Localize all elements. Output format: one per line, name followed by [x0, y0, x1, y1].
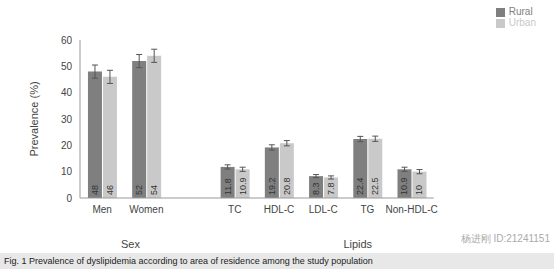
svg-text:Women: Women [129, 204, 163, 215]
svg-text:20.8: 20.8 [282, 177, 292, 195]
svg-text:52: 52 [134, 185, 144, 195]
html-text:杨进刚 ID:21241151: 杨进刚 ID:21241151 [460, 233, 550, 244]
svg-text:50: 50 [61, 61, 73, 72]
svg-text:46: 46 [105, 185, 115, 195]
svg-text:54: 54 [149, 185, 159, 195]
svg-text:Prevalence (%): Prevalence (%) [28, 81, 40, 156]
svg-text:11.8: 11.8 [223, 178, 233, 195]
svg-text:40: 40 [61, 87, 73, 98]
svg-text:TG: TG [360, 204, 374, 215]
svg-text:22.4: 22.4 [355, 177, 365, 195]
svg-text:8.3: 8.3 [311, 182, 321, 195]
svg-text:10: 10 [61, 166, 73, 177]
svg-text:7.8: 7.8 [326, 182, 336, 195]
svg-text:10.9: 10.9 [399, 177, 409, 195]
html-text:Urban: Urban [508, 17, 536, 28]
svg-text:10.9: 10.9 [238, 177, 248, 195]
svg-text:TC: TC [228, 204, 241, 215]
svg-text:20: 20 [61, 140, 73, 151]
svg-text:10: 10 [414, 185, 424, 195]
svg-text:48: 48 [90, 185, 100, 195]
svg-text:30: 30 [61, 114, 73, 125]
svg-text:22.5: 22.5 [370, 177, 380, 195]
html-text:Sex: Sex [121, 238, 140, 250]
svg-text:0: 0 [66, 193, 72, 204]
html-text:Lipids: Lipids [343, 238, 373, 250]
html-text:Rural: Rural [508, 6, 533, 17]
svg-text:Non-HDL-C: Non-HDL-C [386, 204, 438, 215]
svg-text:HDL-C: HDL-C [264, 204, 295, 215]
html-text:Fig. 1 Prevalence of dyslipide: Fig. 1 Prevalence of dyslipidemia accord… [4, 256, 373, 266]
svg-text:60: 60 [61, 35, 73, 46]
svg-text:LDL-C: LDL-C [309, 204, 338, 215]
svg-text:19.2: 19.2 [267, 177, 277, 195]
svg-text:Men: Men [92, 204, 111, 215]
